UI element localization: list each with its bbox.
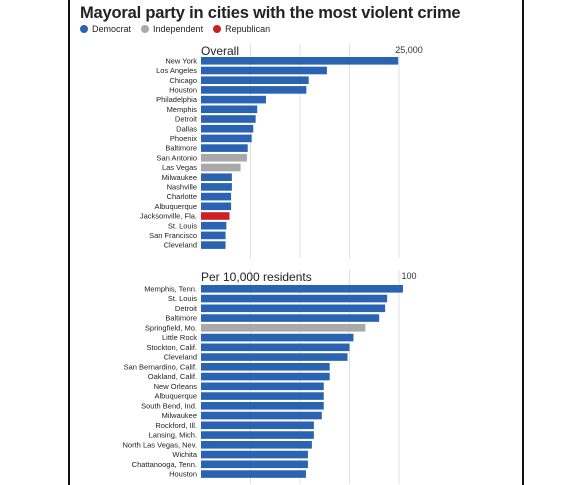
panel-2-category-label: Albuquerque (154, 392, 197, 401)
legend-item-independent: Independent (141, 24, 203, 34)
panel-2-category-label: Houston (169, 470, 197, 479)
panel-2-bar (201, 402, 324, 410)
panel-2-category-label: Lansing, Mich. (149, 431, 197, 440)
panel-2-scale-label: 100 (401, 271, 416, 281)
panel-1-category-label: San Antonio (157, 153, 197, 162)
panel-1-bar (201, 154, 247, 162)
panel-1-category-label: Jacksonville, Fla. (140, 212, 197, 221)
panel-2-category-label: Milwaukee (162, 411, 197, 420)
panel-2-category-label: Stockton, Calif. (147, 343, 197, 352)
panel-2-bar (201, 441, 312, 449)
panel-2-category-label: Springfield, Mo. (145, 323, 197, 332)
panel-2-category-label: Little Rock (162, 333, 197, 342)
panel-1-category-label: Phoenix (170, 134, 197, 143)
panel-1-category-label: San Francisco (149, 231, 197, 240)
panel-1-category-label: Albuquerque (154, 202, 197, 211)
panel-2-bar (201, 304, 386, 313)
legend-label-republican: Republican (225, 24, 271, 34)
panel-1-category-label: Las Vegas (162, 163, 197, 172)
legend-item-democrat: Democrat (80, 24, 131, 34)
panel-2-category-label: Chattanooga, Tenn. (132, 460, 197, 469)
panel-2-bar (201, 460, 308, 469)
panel-1-bar (201, 95, 266, 104)
panel-1-category-label: Philadelphia (156, 95, 198, 104)
panel-2-category-label: South Bend, Ind. (141, 401, 197, 410)
panel-2-category-label: Rockford, Ill. (155, 421, 197, 430)
panel-1-bar (201, 221, 227, 230)
panel-1-title: Overall (201, 44, 239, 58)
panel-1-bar (201, 231, 226, 240)
panel-2-category-label: Detroit (175, 304, 198, 313)
panel-1-category-label: Charlotte (167, 192, 197, 201)
panel-2-bar (201, 431, 314, 439)
panel-1-category-label: St. Louis (168, 221, 197, 230)
panel-1-category-label: Detroit (175, 115, 198, 124)
frame-border-right (522, 0, 524, 485)
panel-2-bar (201, 285, 403, 293)
panel-2-category-label: Memphis, Tenn. (144, 284, 197, 293)
panel-1-bar (201, 173, 232, 181)
panel-2-bar (201, 294, 388, 303)
panel-2-bar (201, 324, 366, 332)
panel-1-scale-label: 25,000 (395, 45, 423, 55)
panel-1-bar (201, 202, 232, 211)
panel-1-bar (201, 66, 327, 75)
legend-label-independent: Independent (153, 24, 204, 34)
panel-1-category-label: Milwaukee (162, 173, 197, 182)
panel-2-bar (201, 450, 308, 459)
panel-2-bar (201, 333, 354, 342)
chart-title: Mayoral party in cities with the most vi… (80, 4, 461, 22)
panel-1-category-label: Dallas (176, 124, 197, 133)
panel-2-category-label: Oakland, Calif. (148, 372, 197, 381)
panel-2-category-label: Baltimore (165, 314, 197, 323)
democrat-dot-icon (80, 25, 88, 33)
panel-1-bar (201, 144, 248, 152)
panel-1-bar (201, 76, 309, 84)
panel-1-category-label: Cleveland (164, 241, 197, 250)
legend: Democrat Independent Republican (80, 24, 280, 34)
panel-2-bar (201, 392, 324, 400)
panel-1-category-label: Chicago (169, 76, 197, 85)
panel-1-bar (201, 192, 232, 201)
panel-1-bar (201, 183, 232, 191)
panel-2-bar (201, 363, 330, 371)
panel-2-bar (201, 372, 330, 381)
panel-2-bar (201, 353, 348, 361)
panel-1-category-label: Houston (169, 86, 197, 95)
panel-2-bar (201, 421, 314, 430)
panel-2-category-label: Wichita (172, 450, 197, 459)
panel-1-category-label: Los Angeles (156, 66, 197, 75)
panel-1-bar (201, 241, 226, 249)
panel-2-bar (201, 343, 350, 352)
frame-border-left (68, 0, 70, 485)
panel-1-category-label: Memphis (167, 105, 198, 114)
panel-2-title: Per 10,000 residents (201, 270, 312, 284)
panel-1-category-label: Baltimore (165, 144, 197, 153)
legend-item-republican: Republican (213, 24, 270, 34)
panel-2-category-label: North Las Vegas, Nev. (123, 440, 197, 449)
panel-1-bar (201, 105, 258, 114)
panel-1-bar (201, 86, 307, 94)
panel-1-bar (201, 57, 399, 65)
panel-2-category-label: New Orleans (154, 382, 198, 391)
panel-2-category-label: St. Louis (168, 294, 197, 303)
panel-1-bar (201, 212, 230, 220)
independent-dot-icon (141, 25, 150, 33)
panel-1-bar (201, 134, 252, 143)
panel-2-category-label: Cleveland (164, 353, 197, 362)
panel-1-category-label: New York (165, 56, 197, 65)
panel-2-bar (201, 314, 380, 322)
panel-1-category-label: Nashville (167, 183, 197, 192)
legend-label-democrat: Democrat (92, 24, 132, 34)
panel-1-bar (201, 124, 254, 133)
panel-1-bar (201, 115, 256, 123)
panel-2-bar (201, 470, 306, 478)
republican-dot-icon (213, 25, 222, 33)
panel-1-bar (201, 163, 241, 172)
panel-2-bar (201, 382, 324, 391)
panel-2-category-label: San Bernardino, Calif. (124, 362, 197, 371)
panel-2-bar (201, 411, 322, 420)
